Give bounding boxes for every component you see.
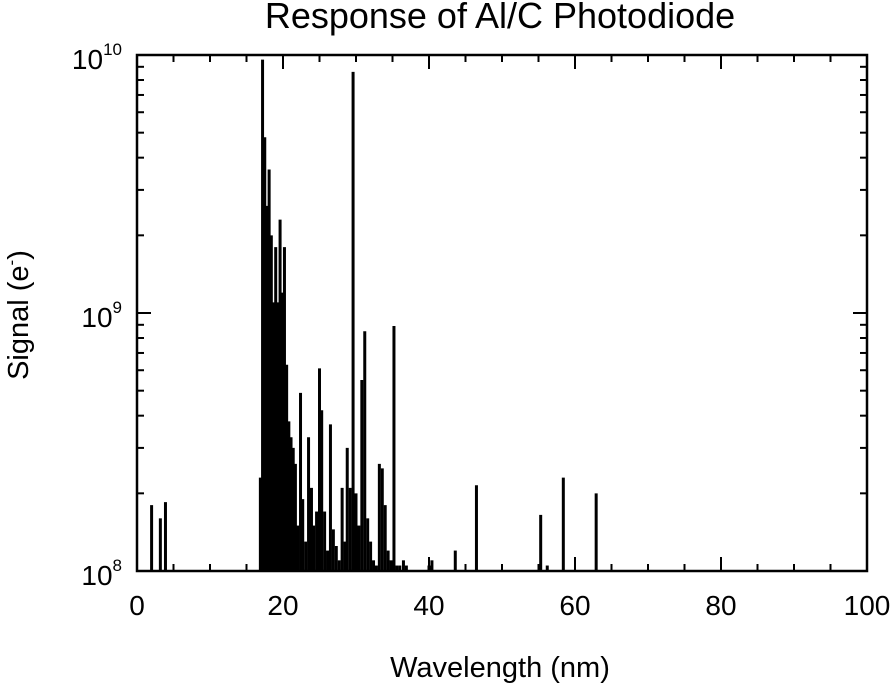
plot-frame [135, 53, 869, 573]
x-tick-label: 0 [129, 590, 145, 621]
bar-series [150, 59, 598, 571]
y-axis-label-superscript: - [2, 260, 21, 266]
chart-title: Response of Al/C Photodiode [265, 0, 735, 36]
x-axis-label: Wavelength (nm) [390, 652, 610, 684]
x-tick-label: 60 [559, 590, 590, 621]
y-tick-label: 109 [81, 298, 122, 333]
x-tick-labels: 0 20 40 60 80 100 [129, 590, 890, 621]
axis-ticks [136, 54, 868, 572]
x-tick-label: 100 [844, 590, 891, 621]
x-tick-label: 20 [267, 590, 298, 621]
y-axis-label: Signal (e-) [2, 250, 35, 380]
y-tick-label: 1010 [72, 40, 122, 75]
y-axis-label-close: ) [3, 250, 35, 260]
y-axis-label-text: Signal (e [3, 265, 35, 379]
y-tick-label: 108 [81, 556, 122, 591]
y-tick-labels: 108 109 1010 [72, 40, 122, 591]
x-tick-label: 80 [705, 590, 736, 621]
x-tick-label: 40 [413, 590, 444, 621]
